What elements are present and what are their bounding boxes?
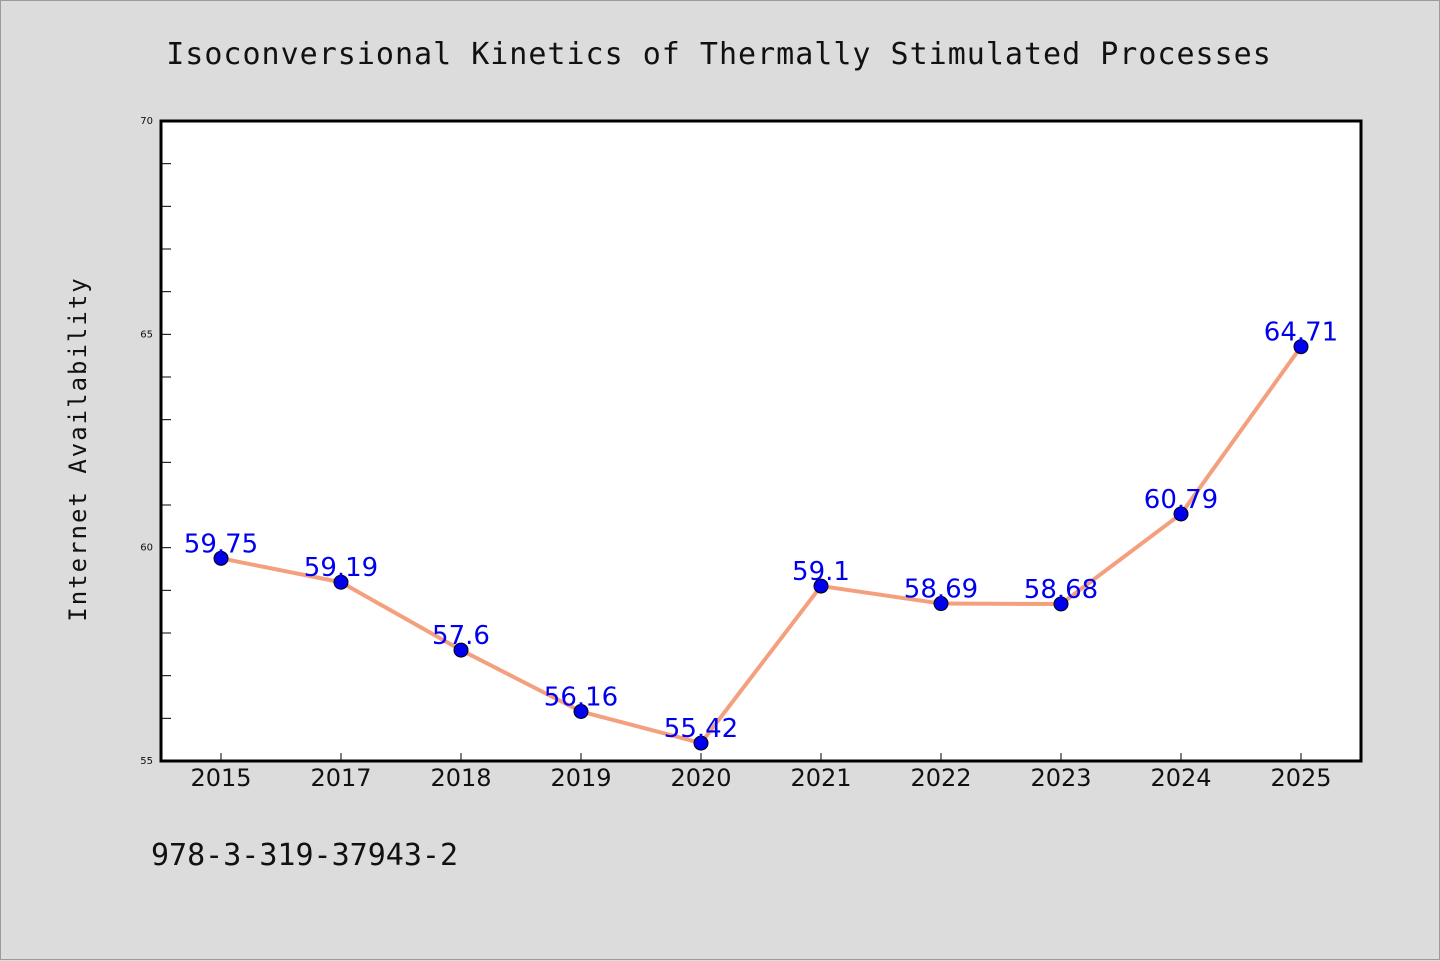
data-label: 55.42 [664, 714, 738, 744]
data-point [453, 642, 469, 658]
series-layer: 59.75 59.19 57.6 56.16 55.42 59.1 58.69 58.68 60… [184, 318, 1338, 751]
y-tick-label: 70 [140, 116, 153, 127]
x-tick-label: 2015 [190, 764, 251, 792]
data-label: 59.75 [184, 529, 258, 559]
x-tick-label: 2019 [550, 764, 611, 792]
y-axis-label: Internet Availability [64, 276, 92, 621]
data-label: 57.6 [432, 621, 490, 651]
footer-isbn: 978-3-319-37943-2 [151, 838, 458, 873]
data-label: 56.16 [544, 683, 618, 713]
data-point [1293, 339, 1309, 355]
data-point [573, 704, 589, 720]
series-line [219, 344, 1303, 746]
data-label: 58.69 [904, 575, 978, 605]
data-label: 59.19 [304, 553, 378, 583]
data-label: 60.79 [1144, 485, 1218, 515]
data-label: 59.1 [792, 557, 850, 587]
data-point [213, 550, 229, 566]
x-tick-label: 2023 [1030, 764, 1091, 792]
x-tick-label: 2024 [1150, 764, 1211, 792]
y-tick-label: 65 [140, 329, 153, 340]
x-tick-label: 2020 [670, 764, 731, 792]
y-axis: 55 60 65 70 [140, 116, 171, 767]
plot-area [159, 119, 1363, 763]
data-label: 58.68 [1024, 575, 1098, 605]
x-tick-label: 2022 [910, 764, 971, 792]
x-tick-label: 2018 [430, 764, 491, 792]
data-point [1173, 506, 1189, 522]
x-tick-label: 2021 [790, 764, 851, 792]
data-point [933, 596, 949, 612]
y-tick-label: 55 [140, 756, 153, 767]
data-point [813, 578, 829, 594]
data-point [333, 574, 349, 590]
x-tick-label: 2025 [1270, 764, 1331, 792]
data-point [693, 735, 709, 751]
x-axis: 2015 2017 2018 2019 2020 2021 2022 2023 2024 2025 [190, 753, 1332, 792]
y-tick-label: 60 [140, 543, 153, 554]
x-tick-label: 2017 [310, 764, 371, 792]
data-point [1053, 596, 1069, 612]
data-label: 64.71 [1264, 318, 1338, 348]
chart-title: Isoconversional Kinetics of Thermally St… [166, 37, 1272, 72]
